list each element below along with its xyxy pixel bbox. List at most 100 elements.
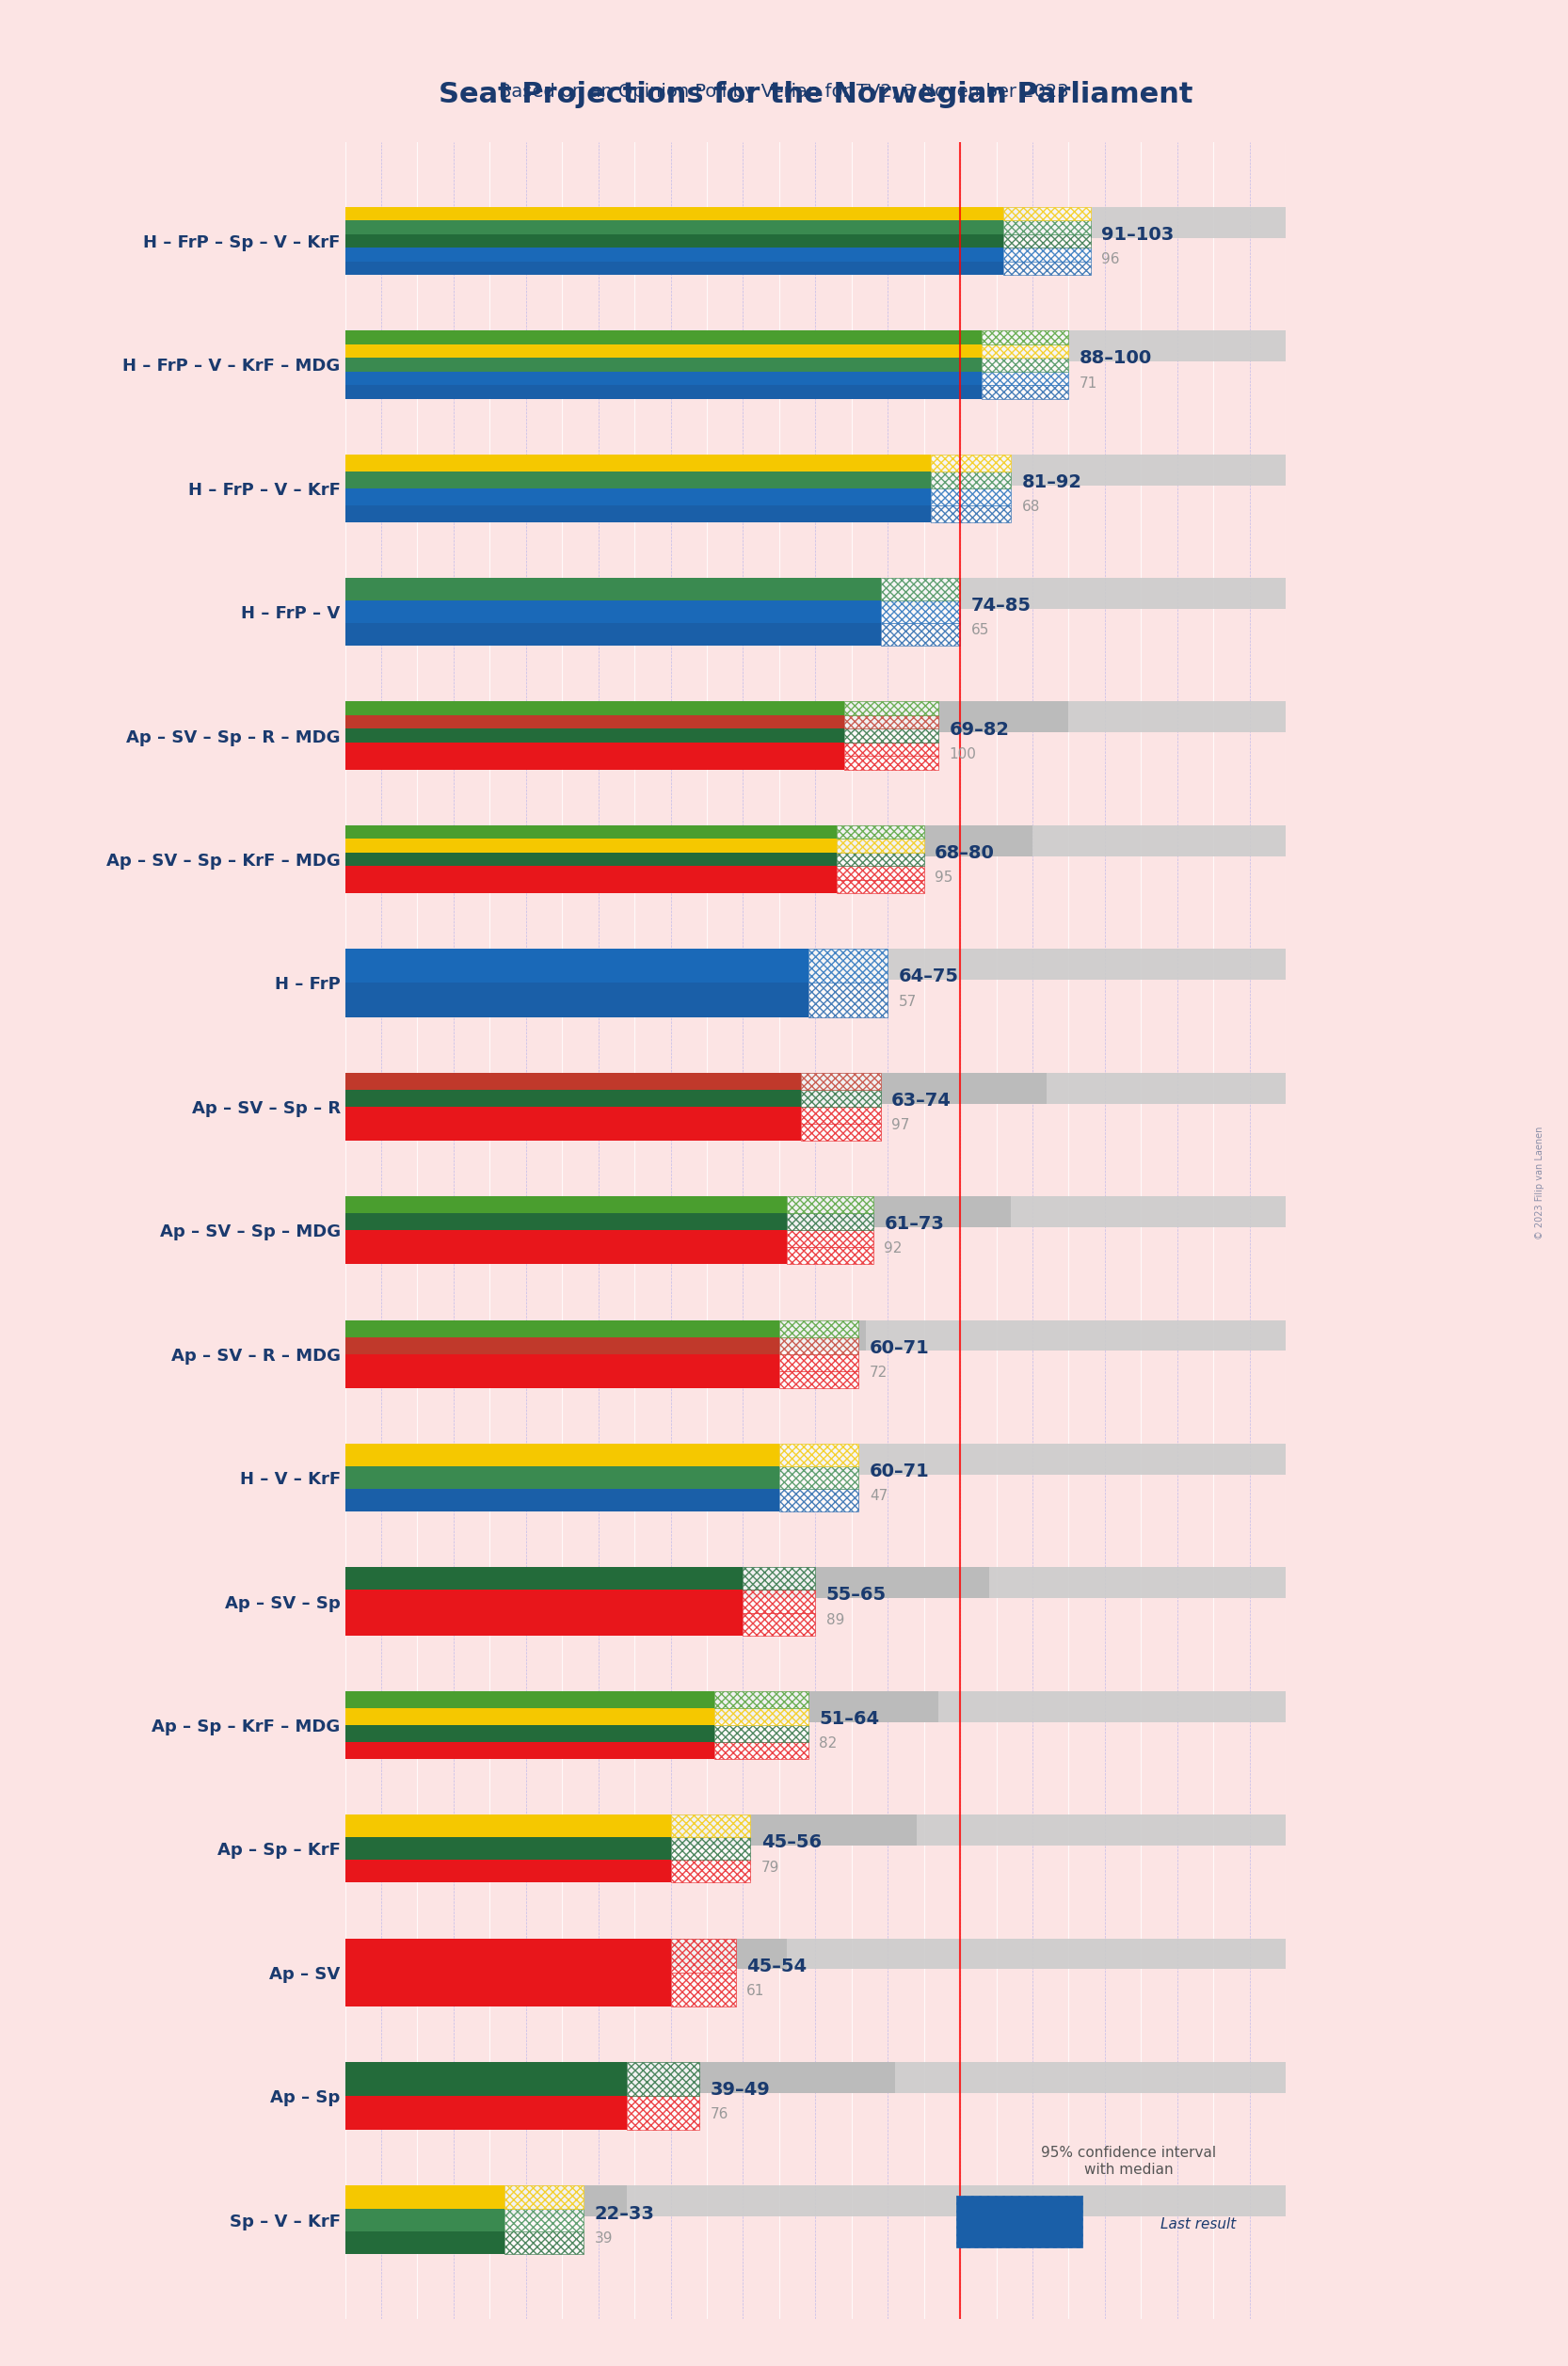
Text: 65: 65 [971,622,989,636]
Bar [505,2231,583,2255]
Bar [345,743,844,757]
Bar [345,729,844,743]
Bar [345,1197,1286,1228]
Bar [931,506,1011,523]
Bar [345,506,931,523]
Bar [345,1072,1286,1103]
Bar [743,1566,815,1590]
Text: 55–65: 55–65 [826,1585,886,1604]
Bar [345,1072,1047,1103]
Bar [713,1725,808,1741]
Text: 39: 39 [594,2231,613,2245]
Bar [345,949,808,982]
Bar [345,331,982,343]
Bar [345,1614,743,1635]
Text: Last result: Last result [1160,2217,1236,2231]
Text: 95: 95 [935,871,953,885]
Bar [808,949,887,982]
Bar [345,2207,505,2231]
Bar [345,1566,989,1599]
Bar [345,454,837,485]
Bar [345,1320,1286,1351]
Bar [345,577,1286,608]
Bar [743,1614,815,1635]
Bar [779,1488,859,1512]
Bar [345,1938,671,1973]
Bar [345,1443,1286,1474]
Bar [345,577,881,601]
Bar [844,703,938,715]
Bar [787,1230,873,1247]
Bar [345,260,1004,274]
Bar [345,826,1032,856]
Text: 61: 61 [746,1983,765,1997]
Bar [801,1107,881,1124]
Bar [1004,260,1090,274]
Bar [345,1692,938,1722]
Bar [345,471,931,487]
Bar [505,2207,583,2231]
Bar [345,1815,671,1838]
Text: 91–103: 91–103 [1101,225,1174,244]
Bar [982,331,1069,343]
Bar [345,343,982,357]
Text: 39–49: 39–49 [710,2082,770,2099]
Bar [671,1973,735,2006]
Bar [345,234,1004,248]
Bar [779,1353,859,1370]
Bar [713,1708,808,1725]
Bar [345,371,982,386]
Bar [1004,234,1090,248]
Text: 60–71: 60–71 [870,1339,930,1356]
Text: 100: 100 [949,748,977,762]
Bar [345,1590,743,1614]
Bar [837,840,924,852]
Text: 71: 71 [1079,376,1098,390]
Bar [345,826,837,840]
Bar [345,852,837,866]
Bar [345,386,982,397]
Bar [345,1467,779,1488]
Text: 68: 68 [1022,499,1040,513]
Bar [345,1488,779,1512]
Bar [837,826,924,840]
Bar [837,852,924,866]
Bar [844,757,938,769]
Bar [345,220,1004,234]
Bar [713,1692,808,1708]
Bar [345,949,1286,980]
Bar [345,577,815,608]
Bar [345,1566,743,1590]
Bar [671,1938,735,1973]
Bar [345,703,1069,733]
Bar [801,1072,881,1091]
Bar [345,206,1286,239]
Bar [931,471,1011,487]
Bar [982,371,1069,386]
Bar [779,1467,859,1488]
Text: © 2023 Filip van Laenen: © 2023 Filip van Laenen [1535,1126,1544,1240]
Bar [779,1337,859,1353]
Text: 51–64: 51–64 [818,1711,880,1727]
Bar [345,715,844,729]
Bar [779,1443,859,1467]
Bar [345,1838,671,1860]
Bar [345,1124,801,1140]
Bar [345,1815,917,1845]
Bar [844,729,938,743]
Bar [345,1353,779,1370]
Bar [881,622,960,646]
Bar [345,331,1286,362]
Bar [1004,220,1090,234]
Bar [345,1443,779,1467]
Bar [627,2096,699,2129]
Bar [787,1247,873,1263]
Bar [345,1725,713,1741]
Bar [345,454,1286,485]
Bar [345,206,1004,220]
Text: 63–74: 63–74 [891,1091,952,1110]
Text: 57: 57 [898,994,917,1008]
Bar [345,880,837,894]
Bar [345,2186,1286,2217]
Bar [345,622,881,646]
